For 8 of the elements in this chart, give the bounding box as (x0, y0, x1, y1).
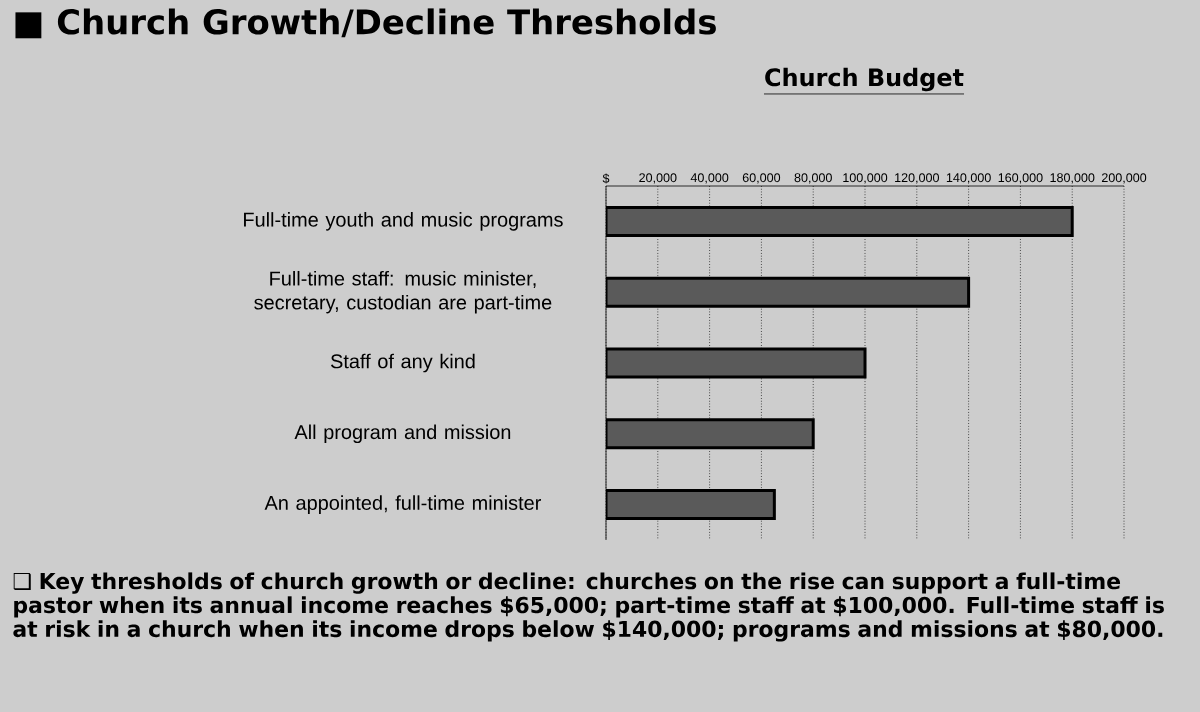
chart-title: ■ Church Growth/Decline Thresholds (15, 8, 716, 39)
y-tick-label: Staff of any kind (330, 353, 475, 373)
chart-subtitle: Church Budget (765, 67, 964, 92)
y-tick-label: An appointed, full-time minister (264, 495, 542, 514)
y-tick-label: All program and mission (294, 424, 511, 444)
y-tick-label: Full-time staff: music minister, secretary, custodian are part-time (254, 270, 552, 314)
y-tick-label: Full-time youth and music programs (244, 212, 563, 231)
text: ❑ Key thresholds of church growth or decline: churches on the rise can support a full-time pastor when its annual income reaches $65,000; part-time staff at $100,000. Full-time staff is at risk in a church when its income drops below $140,000; programs and missions at $80,000. (13, 572, 1164, 642)
